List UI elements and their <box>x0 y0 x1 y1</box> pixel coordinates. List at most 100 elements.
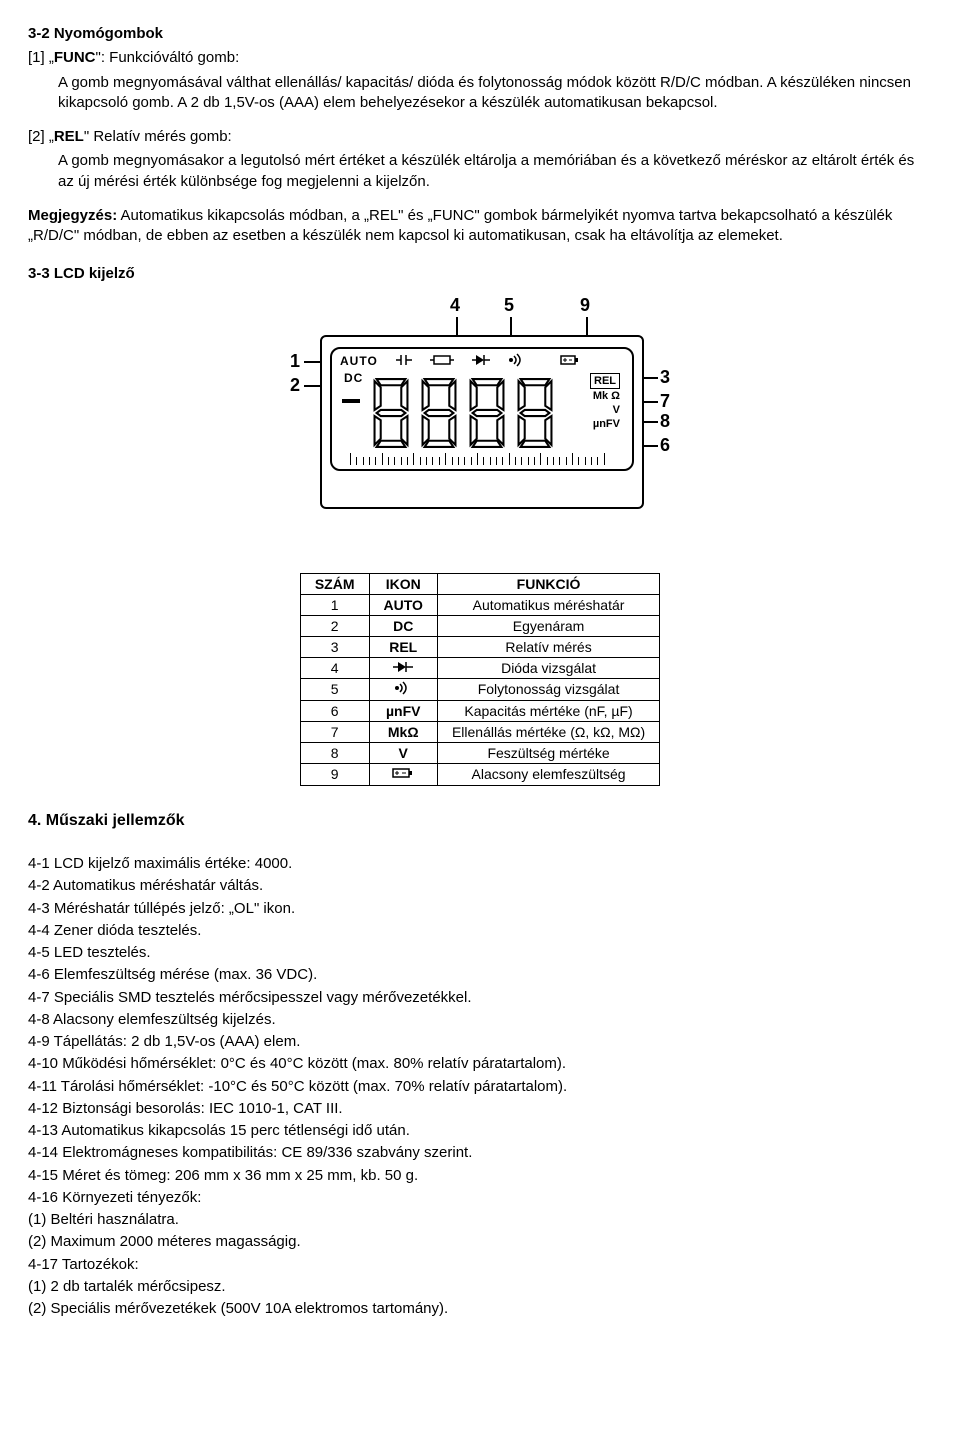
lcd-analog-bar <box>350 453 610 465</box>
battery-icon <box>560 353 580 370</box>
spec-item: 4-10 Működési hőmérséklet: 0°C és 40°C k… <box>28 1054 932 1074</box>
cell-icon <box>369 657 437 678</box>
table-row: 4 Dióda vizsgálat <box>300 657 659 678</box>
item1-header: [1] „FUNC": Funkcióváltó gomb: <box>28 48 932 68</box>
lcd-auto: AUTO <box>340 354 378 368</box>
item2-header: [2] „REL" Relatív mérés gomb: <box>28 127 932 147</box>
diode-icon <box>472 354 490 369</box>
seven-segment-digit <box>514 377 556 449</box>
table-body: 1AUTOAutomatikus méréshatár2DCEgyenáram3… <box>300 594 659 785</box>
capacitor-icon <box>396 354 412 369</box>
spec-item: 4-12 Biztonsági besorolás: IEC 1010-1, C… <box>28 1099 932 1119</box>
spec-item: 4-6 Elemfeszültség mérése (max. 36 VDC). <box>28 965 932 985</box>
cell-func: Ellenállás mértéke (Ω, kΩ, MΩ) <box>437 721 659 742</box>
lcd-unfv: µnFV <box>560 417 620 431</box>
lcd-diagram: 4 5 9 1 2 3 7 8 6 AUTO DC <box>260 295 700 555</box>
cell-num: 3 <box>300 636 369 657</box>
spec-item: 4-14 Elektromágneses kompatibilitás: CE … <box>28 1143 932 1163</box>
spec-item: 4-11 Tárolási hőmérséklet: -10°C és 50°C… <box>28 1077 932 1097</box>
cell-func: Egyenáram <box>437 615 659 636</box>
cell-icon <box>369 678 437 700</box>
seven-segment-digit <box>370 377 412 449</box>
lcd-label-3: 3 <box>660 367 670 388</box>
item2-body: A gomb megnyomásakor a legutolsó mért ér… <box>58 151 932 192</box>
lcd-right-column: REL Mk Ω V µnFV <box>560 373 620 432</box>
cell-func: Feszültség mértéke <box>437 742 659 763</box>
note-lead: Megjegyzés: <box>28 207 117 224</box>
cell-num: 2 <box>300 615 369 636</box>
item1-key: FUNC <box>54 49 96 66</box>
seven-segment-digit <box>466 377 508 449</box>
cell-icon <box>369 763 437 785</box>
th-ikon: IKON <box>369 573 437 594</box>
spec-item: 4-5 LED tesztelés. <box>28 943 932 963</box>
lcd-label-5: 5 <box>504 295 514 316</box>
lcd-label-7: 7 <box>660 391 670 412</box>
spec-item: 4-3 Méréshatár túllépés jelző: „OL" ikon… <box>28 899 932 919</box>
spec-subitem: (1) Beltéri használatra. <box>28 1210 932 1230</box>
icon-function-table: SZÁM IKON FUNKCIÓ 1AUTOAutomatikus mérés… <box>300 573 660 786</box>
table-row: 6µnFVKapacitás mértéke (nF, µF) <box>300 700 659 721</box>
section-3-2-title: 3-2 Nyomógombok <box>28 24 932 44</box>
spec-item: 4-7 Speciális SMD tesztelés mérőcsipessz… <box>28 988 932 1008</box>
cell-icon: REL <box>369 636 437 657</box>
lcd-label-2: 2 <box>290 375 300 396</box>
lcd-dc: DC <box>344 371 363 385</box>
spec-item: 4-15 Méret és tömeg: 206 mm x 36 mm x 25… <box>28 1166 932 1186</box>
lcd-v: V <box>560 403 620 417</box>
lcd-label-9: 9 <box>580 295 590 316</box>
spec-subitem: (2) Maximum 2000 méteres magasságig. <box>28 1232 932 1252</box>
cell-num: 9 <box>300 763 369 785</box>
continuity-icon <box>508 353 524 370</box>
lcd-rel: REL <box>590 373 620 389</box>
item2-lead: [2] „ <box>28 128 54 145</box>
cell-func: Automatikus méréshatár <box>437 594 659 615</box>
spec-item: 4-9 Tápellátás: 2 db 1,5V-os (AAA) elem. <box>28 1032 932 1052</box>
spec-list: 4-1 LCD kijelző maximális értéke: 4000.4… <box>28 854 932 1319</box>
table-row: 7MkΩEllenállás mértéke (Ω, kΩ, MΩ) <box>300 721 659 742</box>
lcd-top-row: AUTO <box>340 353 580 370</box>
spec-subitem: (1) 2 db tartalék mérőcsipesz. <box>28 1277 932 1297</box>
spec-item: 4-8 Alacsony elemfeszültség kijelzés. <box>28 1010 932 1030</box>
spec-item: 4-2 Automatikus méréshatár váltás. <box>28 876 932 896</box>
cell-num: 7 <box>300 721 369 742</box>
lcd-digits <box>370 377 556 449</box>
spec-item: 4-16 Környezeti tényezők: <box>28 1188 932 1208</box>
note-body: Automatikus kikapcsolás módban, a „REL" … <box>28 207 892 244</box>
cell-num: 5 <box>300 678 369 700</box>
lcd-mkohm: Mk Ω <box>560 389 620 403</box>
th-szam: SZÁM <box>300 573 369 594</box>
cell-icon: V <box>369 742 437 763</box>
cell-icon: µnFV <box>369 700 437 721</box>
section-3-3-title: 3-3 LCD kijelző <box>28 264 932 284</box>
item2-key: REL <box>54 128 84 145</box>
table-header-row: SZÁM IKON FUNKCIÓ <box>300 573 659 594</box>
table-row: 3RELRelatív mérés <box>300 636 659 657</box>
section-4-title: 4. Műszaki jellemzők <box>28 810 932 832</box>
lcd-label-1: 1 <box>290 351 300 372</box>
resistor-icon <box>430 354 454 369</box>
spec-item: 4-4 Zener dióda tesztelés. <box>28 921 932 941</box>
table-row: 5Folytonosság vizsgálat <box>300 678 659 700</box>
spec-item: 4-1 LCD kijelző maximális értéke: 4000. <box>28 854 932 874</box>
cell-func: Dióda vizsgálat <box>437 657 659 678</box>
cell-icon: DC <box>369 615 437 636</box>
lcd-minus <box>342 399 360 403</box>
cell-icon: AUTO <box>369 594 437 615</box>
spec-item: 4-17 Tartozékok: <box>28 1255 932 1275</box>
th-funkcio: FUNKCIÓ <box>437 573 659 594</box>
table-row: 8VFeszültség mértéke <box>300 742 659 763</box>
cell-num: 4 <box>300 657 369 678</box>
lcd-label-6: 6 <box>660 435 670 456</box>
spec-subitem: (2) Speciális mérővezetékek (500V 10A el… <box>28 1299 932 1319</box>
lcd-label-4: 4 <box>450 295 460 316</box>
table-row: 1AUTOAutomatikus méréshatár <box>300 594 659 615</box>
cell-num: 8 <box>300 742 369 763</box>
lcd-label-8: 8 <box>660 411 670 432</box>
item1-tail: ": Funkcióváltó gomb: <box>96 49 240 66</box>
table-row: 2DCEgyenáram <box>300 615 659 636</box>
cell-func: Kapacitás mértéke (nF, µF) <box>437 700 659 721</box>
item1-lead: [1] „ <box>28 49 54 66</box>
spec-item: 4-13 Automatikus kikapcsolás 15 perc tét… <box>28 1121 932 1141</box>
cell-num: 1 <box>300 594 369 615</box>
